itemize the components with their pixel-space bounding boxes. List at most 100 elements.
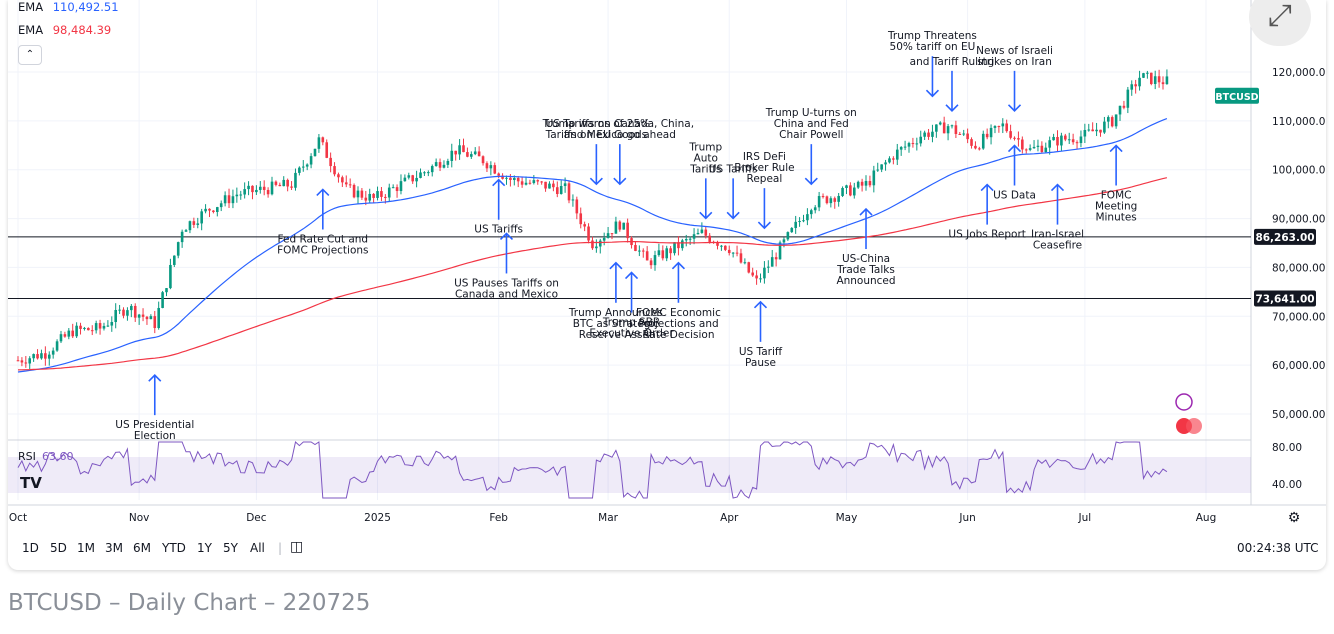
rsi-tick-label: 40.00 [1272, 479, 1302, 491]
annotation-label: Trump Announces [568, 307, 663, 319]
candle-body [442, 164, 446, 168]
rsi-tick-label: 80.00 [1272, 442, 1302, 454]
candle-body [802, 220, 805, 222]
candle-body [133, 305, 137, 318]
annotation-label: China and Fed [774, 118, 849, 130]
candle-body [231, 196, 235, 204]
x-tick-label: Oct [9, 512, 27, 524]
annotation-label: Trump SBR [602, 317, 660, 329]
expand-icon[interactable]: ⤢ [1249, 0, 1311, 46]
candle-body [645, 251, 649, 261]
candle-body [849, 185, 852, 196]
candle-body [989, 127, 993, 138]
candle-body [55, 341, 59, 351]
candle-body [384, 196, 387, 198]
candle-body [262, 186, 266, 190]
range-5d[interactable]: 5D [50, 541, 67, 555]
candle-body [927, 132, 930, 137]
candle-body [950, 125, 954, 127]
candle-body [845, 185, 848, 188]
annotation-label: Reserve Asset [579, 329, 653, 341]
range-6m[interactable]: 6M [133, 541, 151, 555]
collapse-legend-button[interactable]: ⌃ [18, 45, 42, 65]
candle-body [962, 133, 966, 135]
annotation-arrowhead [613, 177, 627, 186]
candle-body [94, 323, 98, 331]
y-tick-label: 50,000.00 [1272, 409, 1325, 421]
candle-body [684, 239, 688, 241]
annotation-arrowhead [671, 261, 685, 270]
candle-body [579, 213, 583, 225]
candle-body [243, 189, 246, 195]
candle-body [716, 242, 719, 246]
candle-body [528, 182, 532, 184]
ema-fast-line [17, 118, 1168, 373]
range-1d[interactable]: 1D [22, 541, 39, 555]
candle-body [856, 181, 860, 188]
candle-body [1165, 76, 1169, 85]
annotation-arrowhead [699, 211, 713, 220]
annotation-label: Minutes [1095, 212, 1136, 224]
annotation-label: and Mexico go ahead [564, 129, 676, 141]
candle-body [356, 190, 360, 198]
price-chart[interactable]: 120,000.00 110,000.00 100,000.00 90,000.00 8… [8, 0, 1326, 528]
candle-body [376, 191, 379, 198]
x-tick-label: May [836, 512, 858, 524]
candle-body [1009, 131, 1012, 138]
candle-body [255, 189, 258, 193]
candle-body [438, 162, 442, 168]
candle-body [301, 166, 305, 168]
range-all[interactable]: All [250, 541, 265, 555]
annotation-label: US-China [842, 253, 890, 265]
candle-body [477, 151, 481, 157]
candle-body [196, 223, 200, 225]
annotation-arrowhead [859, 207, 873, 216]
y-tick-label: 110,000.00 [1272, 116, 1326, 128]
candle-body [1142, 73, 1145, 78]
x-tick-label: Feb [489, 512, 508, 524]
candle-body [954, 125, 958, 134]
candle-body [290, 186, 293, 188]
range-5y[interactable]: 5Y [223, 541, 238, 555]
candle-body [1079, 136, 1083, 144]
range-1y[interactable]: 1Y [197, 541, 212, 555]
candle-body [1021, 139, 1024, 150]
candle-body [544, 181, 547, 189]
candle-body [1060, 135, 1063, 146]
candle-body [559, 186, 563, 195]
annotation-label: US Tariffs on Canada, China, [546, 118, 694, 130]
candle-body [915, 143, 919, 145]
candle-body [774, 257, 778, 260]
range-3m[interactable]: 3M [105, 541, 123, 555]
candle-body [1087, 129, 1091, 131]
candle-body [372, 193, 375, 198]
candle-body [282, 179, 286, 187]
candle-body [673, 242, 676, 254]
candle-body [536, 180, 540, 182]
candle-body [892, 158, 895, 160]
candle-body [641, 250, 645, 252]
range-ytd[interactable]: YTD [162, 541, 186, 555]
candle-body [724, 245, 727, 250]
candle-body [176, 242, 180, 256]
candle-body [868, 181, 872, 186]
candle-body [83, 327, 86, 329]
annotation-label: US Jobs Report [948, 229, 1026, 241]
ema-fast-label: EMA [18, 0, 44, 14]
annotation-arrowhead [624, 271, 639, 280]
candle-body [1071, 139, 1075, 143]
candle-body [391, 187, 395, 189]
annotation-label: BTC as Strategic [573, 318, 660, 330]
candle-body [204, 208, 207, 212]
bottom-toolbar: 1D 5D 1M 3M 6M YTD 1Y 5Y All | ◫ 00:24:3… [8, 528, 1326, 570]
candle-body [876, 169, 880, 171]
range-1m[interactable]: 1M [77, 541, 95, 555]
candle-body [1028, 148, 1032, 150]
candle-body [411, 175, 414, 182]
clock-readout: 00:24:38 UTC [1237, 541, 1319, 555]
candle-body [157, 307, 160, 329]
candle-body [278, 184, 282, 187]
candle-body [1107, 117, 1110, 122]
date-range-icon[interactable]: ◫ [290, 539, 304, 555]
candle-body [513, 177, 516, 180]
